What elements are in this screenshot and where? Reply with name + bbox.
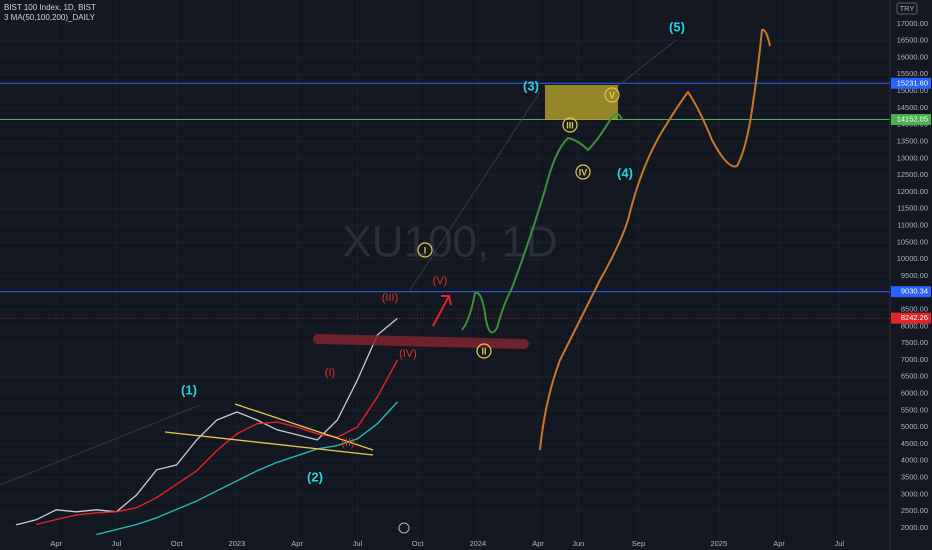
price-tag-label: 14152.05 xyxy=(897,115,928,124)
y-tick-label: 2500.00 xyxy=(901,506,928,515)
price-tag xyxy=(891,114,931,126)
wave-label: (V) xyxy=(433,275,448,287)
price-tag-label: 15231.60 xyxy=(897,78,928,87)
indicator-label: 3 MA(50,100,200)_DAILY xyxy=(4,13,96,22)
y-tick-label: 15000.00 xyxy=(897,86,928,95)
wave-label: III xyxy=(566,120,574,130)
wave-label: (5) xyxy=(669,19,685,34)
y-tick-label: 11500.00 xyxy=(897,204,928,213)
wave-label: (IV) xyxy=(399,348,417,360)
trend-line xyxy=(0,404,201,486)
x-tick-label: Jun xyxy=(572,539,584,548)
y-tick-label: 9500.00 xyxy=(901,271,928,280)
wave-label: (4) xyxy=(617,165,633,180)
wave-label: IV xyxy=(579,167,588,177)
y-tick-label: 12000.00 xyxy=(897,187,928,196)
y-tick-label: 5500.00 xyxy=(901,405,928,414)
y-tick-label: 2000.00 xyxy=(901,523,928,532)
y-tick-label: 7000.00 xyxy=(901,355,928,364)
x-tick-label: Apr xyxy=(291,539,303,548)
currency: TRY xyxy=(900,4,915,13)
y-tick-label: 15500.00 xyxy=(897,69,928,78)
event-icon xyxy=(398,522,410,534)
arrow xyxy=(432,295,452,327)
x-tick-label: Oct xyxy=(412,539,425,548)
wave-label: I xyxy=(424,245,427,255)
price-tag-label: 8242.26 xyxy=(901,313,928,322)
price-tag xyxy=(891,286,931,298)
y-tick-label: 13500.00 xyxy=(897,136,928,145)
y-tick-label: 6500.00 xyxy=(901,372,928,381)
x-tick-label: Oct xyxy=(171,539,184,548)
wave-label: (I) xyxy=(325,367,335,379)
x-tick-label: 2023 xyxy=(229,539,246,548)
y-tick-label: 4000.00 xyxy=(901,456,928,465)
x-tick-label: Jul xyxy=(112,539,122,548)
y-tick-label: 10500.00 xyxy=(897,237,928,246)
y-tick-label: 4500.00 xyxy=(901,439,928,448)
y-tick-label: 16500.00 xyxy=(897,36,928,45)
y-tick-label: 10000.00 xyxy=(897,254,928,263)
y-tick-label: 8500.00 xyxy=(901,304,928,313)
wave-label: II xyxy=(481,346,486,356)
x-tick-label: 2024 xyxy=(469,539,486,548)
y-tick-label: 7500.00 xyxy=(901,338,928,347)
y-tick-label: 16000.00 xyxy=(897,52,928,61)
y-tick-label: 12500.00 xyxy=(897,170,928,179)
price-tag xyxy=(891,77,931,89)
price-tag xyxy=(891,312,931,324)
y-tick-label: 5000.00 xyxy=(901,422,928,431)
plot xyxy=(0,82,890,536)
wave-label: V xyxy=(609,90,615,100)
y-tick-label: 14500.00 xyxy=(897,103,928,112)
x-tick-label: Apr xyxy=(773,539,785,548)
ma-line xyxy=(35,359,399,526)
circle xyxy=(604,87,620,103)
wave-label: (1) xyxy=(181,382,197,397)
wave-circles xyxy=(417,87,620,359)
axes: 2000.00 2500.00 3000.00 3500.00 4000.00 4500.… xyxy=(50,19,931,548)
x-tick-label: Apr xyxy=(50,539,62,548)
support-zone xyxy=(313,334,529,349)
ma-line xyxy=(96,401,399,536)
price-line xyxy=(15,317,398,526)
y-tick-label: 8000.00 xyxy=(901,321,928,330)
wedge-lower xyxy=(164,431,374,456)
trend-line xyxy=(617,39,677,87)
x-tick-label: Apr xyxy=(532,539,544,548)
circle xyxy=(562,117,578,133)
y-tick-label: 3000.00 xyxy=(901,489,928,498)
trend-line xyxy=(409,91,541,291)
wave-label: (III) xyxy=(382,292,399,304)
x-tick-label: Sep xyxy=(632,539,645,548)
circle xyxy=(476,343,492,359)
chart-title: BIST 100 Index, 1D, BIST xyxy=(4,3,96,12)
projection-green xyxy=(461,113,623,334)
price-axis xyxy=(890,0,932,550)
circle xyxy=(417,242,433,258)
y-tick-label: 13000.00 xyxy=(897,153,928,162)
y-tick-label: 3500.00 xyxy=(901,472,928,481)
currency-box xyxy=(896,2,918,15)
watermark: XU100, 1D xyxy=(342,218,557,267)
x-tick-label: 2025 xyxy=(710,539,727,548)
wedge-upper xyxy=(234,403,374,451)
wave-label: (2) xyxy=(307,469,323,484)
wave-label: (II) xyxy=(341,437,354,449)
price-tag-label: 9030.34 xyxy=(901,287,928,296)
y-tick-label: 11000.00 xyxy=(897,220,928,229)
circle xyxy=(575,164,591,180)
x-tick-label: Jul xyxy=(353,539,363,548)
y-tick-label: 17000.00 xyxy=(897,19,928,28)
wave-label: (3) xyxy=(523,78,539,93)
projection-orange xyxy=(539,28,771,451)
y-tick-label: 6000.00 xyxy=(901,388,928,397)
x-tick-label: Jul xyxy=(834,539,844,548)
